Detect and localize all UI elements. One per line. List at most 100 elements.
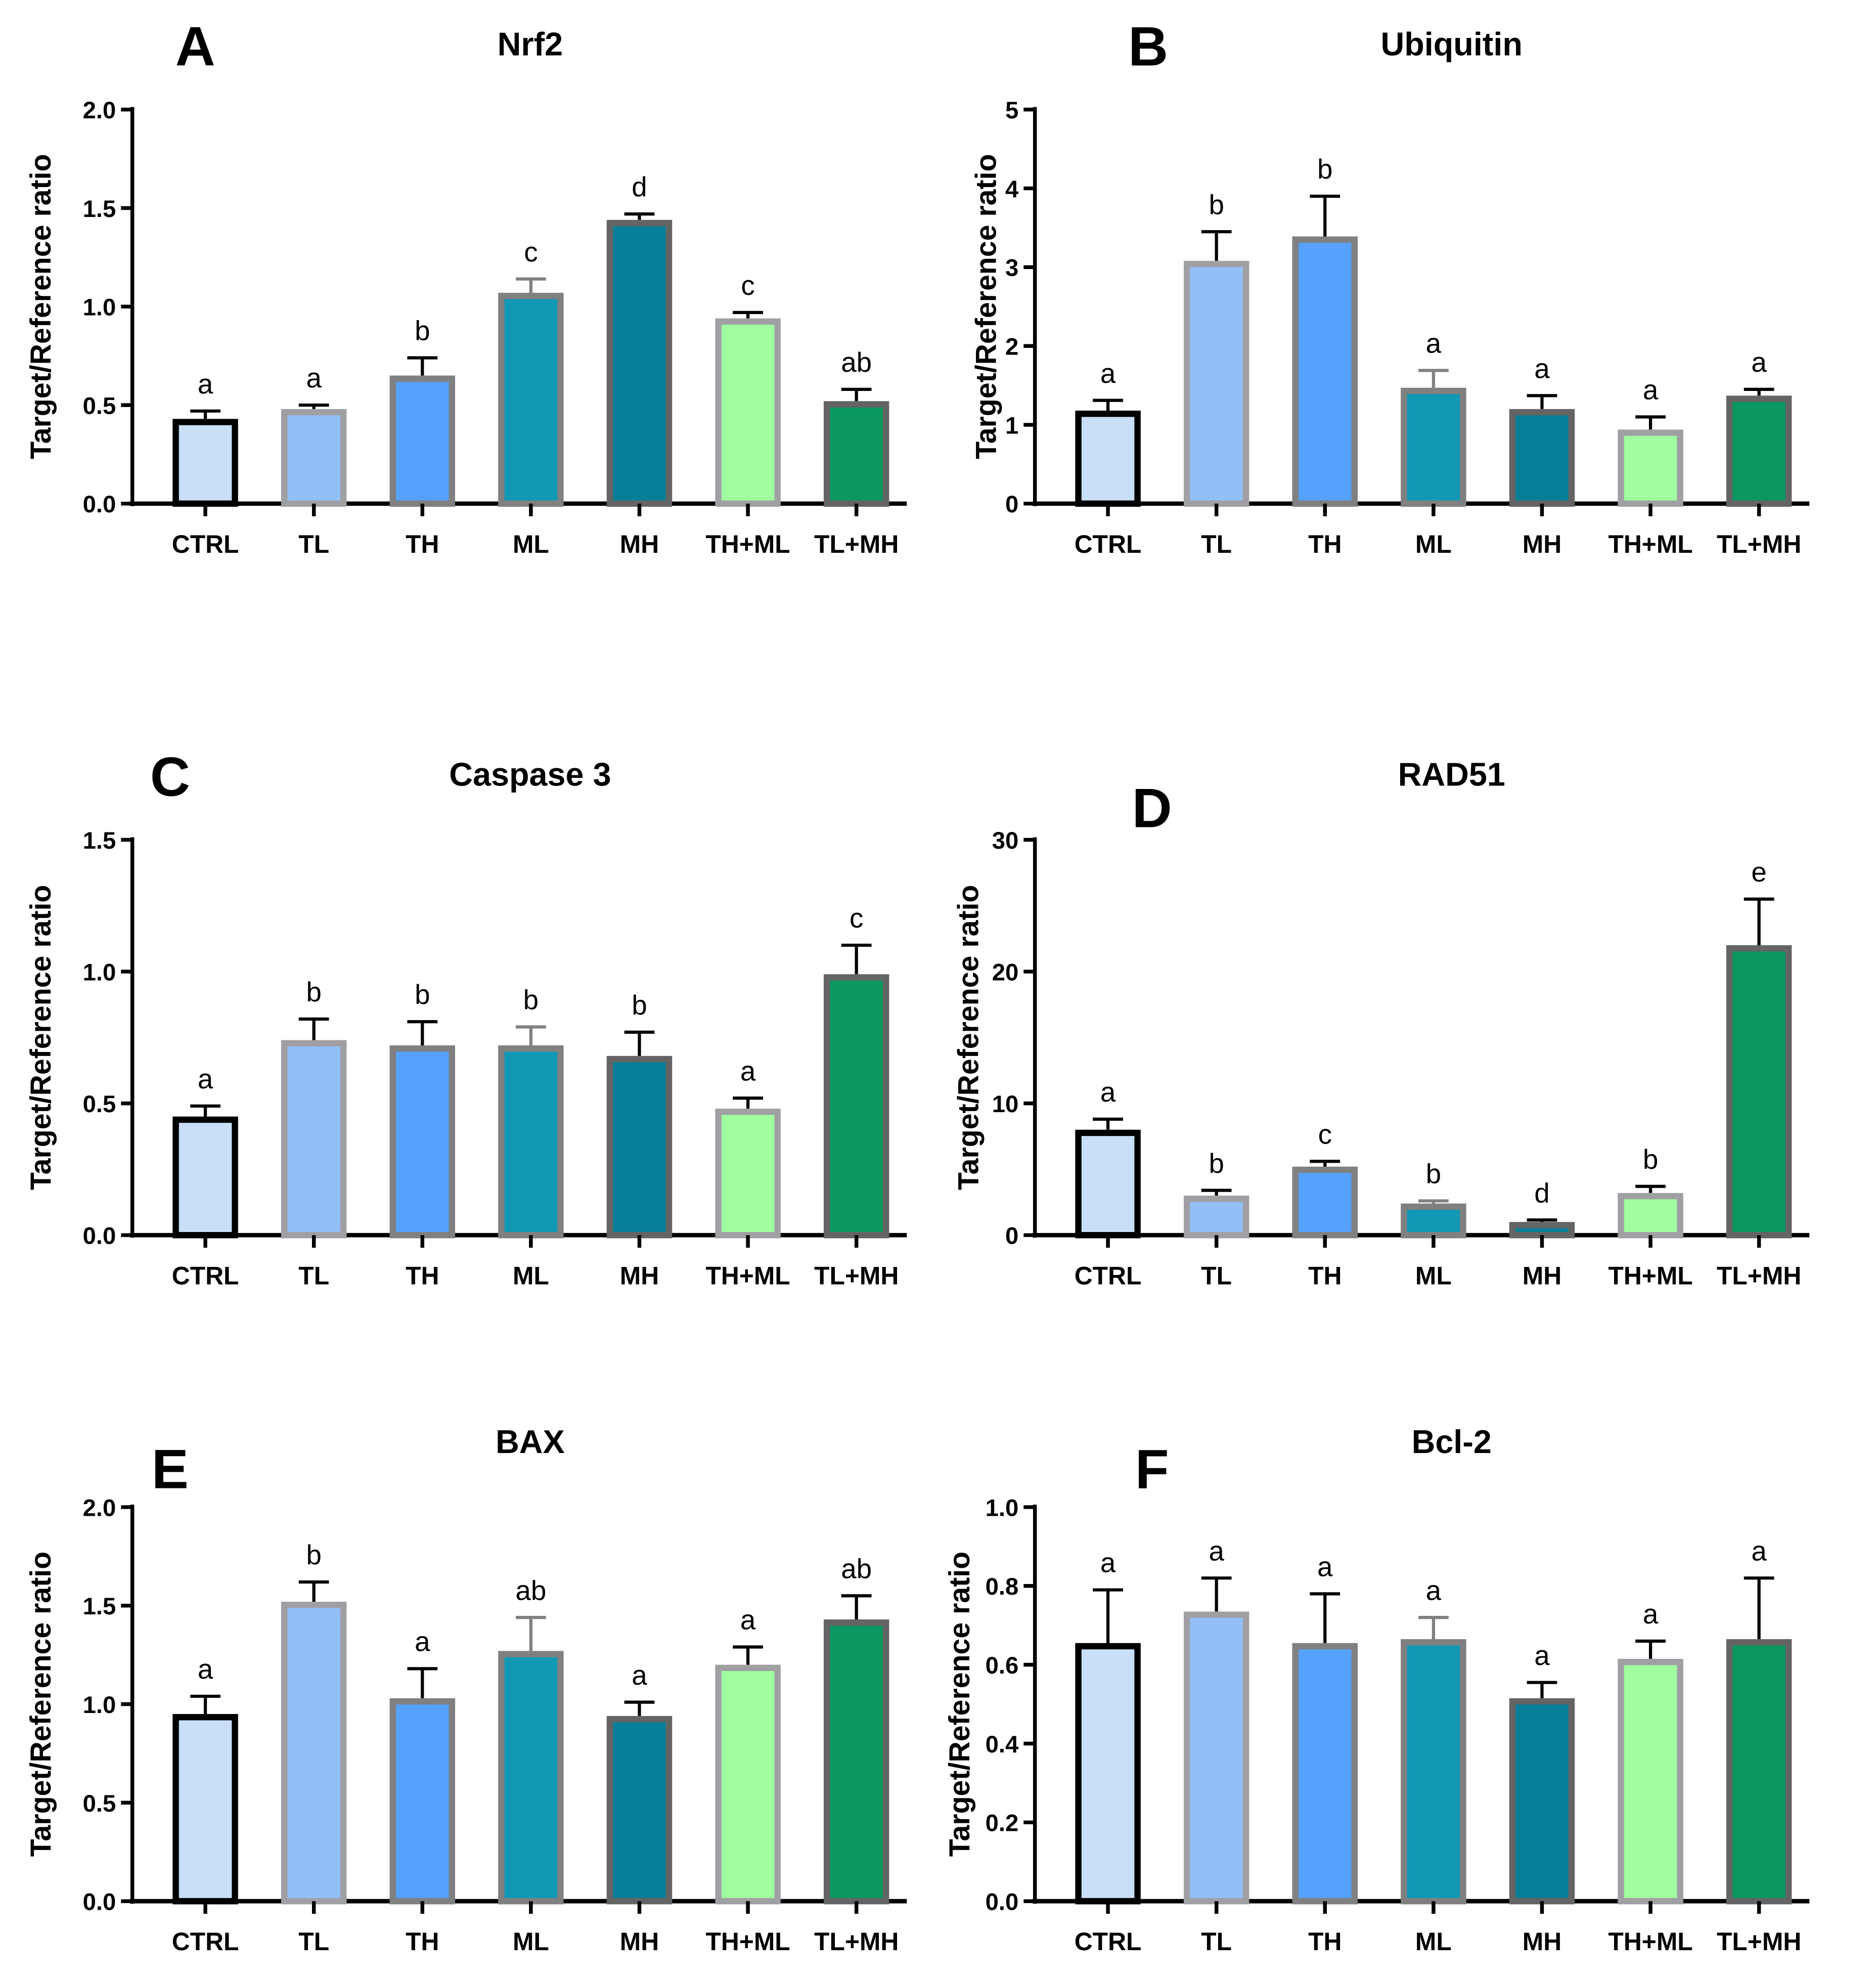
bar-th: [389, 1698, 456, 1905]
significance-label: b: [415, 979, 430, 1010]
x-tick-label: CTRL: [172, 1261, 239, 1290]
y-tick-label: 2.0: [83, 1495, 116, 1521]
chart-title: Nrf2: [498, 26, 563, 63]
y-tick-label: 5: [1005, 97, 1018, 124]
x-tick-label: CTRL: [1075, 1927, 1142, 1956]
x-tick-label: ML: [513, 1927, 549, 1956]
significance-label: b: [1209, 189, 1224, 220]
bar-mh: [606, 1056, 673, 1239]
x-tick-label: ML: [513, 1261, 549, 1290]
significance-label: a: [740, 1604, 756, 1636]
x-tick-label: TL: [1201, 1261, 1232, 1290]
y-tick-label: 1: [1005, 412, 1018, 439]
panel-letter: F: [1135, 1439, 1169, 1501]
significance-label: a: [1100, 358, 1116, 389]
bar-th-plus-ml: [1618, 1193, 1683, 1239]
significance-label: a: [1209, 1535, 1224, 1566]
significance-label: a: [306, 362, 322, 393]
bar-ml: [1401, 1203, 1466, 1239]
bar-ctrl: [1075, 1643, 1141, 1905]
panel-f: F Bcl-2 Target/Reference ratio 0.0 0.2 0.4 0.6…: [944, 1423, 1810, 1956]
y-tick-label: 1.0: [83, 1692, 116, 1719]
y-tick-label: 4: [1005, 176, 1019, 203]
significance-label: b: [415, 315, 430, 346]
x-tick-label: MH: [620, 530, 659, 558]
significance-label: a: [198, 1063, 213, 1094]
significance-label: a: [1751, 1535, 1767, 1566]
y-axis-label: Target/Reference ratio: [944, 1552, 976, 1857]
panel-letter: B: [1128, 16, 1168, 77]
x-tick-label: CTRL: [1075, 1261, 1142, 1290]
x-tick-label: MH: [1523, 1261, 1561, 1290]
x-tick-label: CTRL: [1075, 530, 1142, 558]
y-tick-label: 1.5: [83, 1593, 116, 1620]
significance-label: a: [1643, 1598, 1659, 1630]
x-tick-label: TL: [298, 1261, 329, 1290]
bar-th: [1292, 1166, 1358, 1239]
bar-tl-plus-mh: [1726, 1639, 1792, 1905]
significance-label: a: [415, 1626, 430, 1657]
y-axis-label: Target/Reference ratio: [25, 154, 57, 459]
significance-label: a: [1534, 1640, 1550, 1671]
significance-label: b: [306, 1539, 321, 1570]
y-tick-label: 0: [1005, 491, 1018, 518]
y-tick-label: 3: [1005, 255, 1018, 282]
x-tick-label: TH+ML: [705, 530, 790, 558]
y-tick-label: 0.2: [986, 1810, 1019, 1837]
bar-ctrl: [172, 1714, 238, 1905]
significance-label: b: [1317, 153, 1332, 185]
x-tick-label: TH: [406, 1927, 439, 1956]
y-tick-label: 1.0: [83, 294, 116, 321]
significance-label: ab: [841, 1553, 872, 1584]
bar-ctrl: [172, 1116, 238, 1239]
bar-tl-plus-mh: [823, 1619, 889, 1905]
bar-tl-plus-mh: [823, 974, 889, 1239]
significance-label: a: [1100, 1076, 1116, 1108]
bar-ml: [498, 1045, 564, 1239]
y-tick-label: 0.4: [986, 1731, 1019, 1758]
y-tick-label: 0.5: [83, 1790, 116, 1817]
bar-ctrl: [1075, 410, 1141, 507]
x-tick-label: ML: [513, 530, 549, 558]
x-tick-label: TH: [1308, 1927, 1342, 1956]
panel-letter: D: [1132, 778, 1172, 840]
y-tick-label: 1.0: [83, 959, 116, 986]
x-tick-label: MH: [1523, 530, 1561, 558]
significance-label: b: [1209, 1148, 1224, 1179]
x-tick-label: TL+MH: [814, 1261, 899, 1290]
bar-mh: [1509, 1698, 1575, 1905]
x-tick-label: TH: [1308, 530, 1342, 558]
y-tick-label: 2.0: [83, 97, 116, 124]
bar-mh: [1509, 1222, 1575, 1239]
significance-label: a: [1643, 374, 1659, 406]
significance-label: a: [1534, 353, 1550, 384]
significance-label: a: [198, 1653, 213, 1685]
panel-b: B Ubiquitin Target/Reference ratio 0 1 2 3 4 5 a C…: [970, 16, 1810, 558]
bar-mh: [606, 1716, 673, 1905]
x-tick-label: ML: [1415, 530, 1452, 558]
x-tick-label: MH: [1523, 1927, 1561, 1956]
y-tick-label: 0.0: [986, 1889, 1019, 1916]
bar-th-plus-ml: [715, 318, 781, 507]
x-tick-label: TH+ML: [1608, 530, 1692, 558]
y-tick-label: 0.0: [83, 491, 116, 518]
y-tick-label: 10: [992, 1091, 1019, 1118]
significance-label: d: [632, 171, 647, 202]
bar-th-plus-ml: [715, 1109, 781, 1239]
bar-th: [1292, 1643, 1358, 1905]
y-tick-label: 30: [992, 827, 1019, 854]
y-tick-label: 2: [1005, 334, 1018, 361]
panel-letter: E: [152, 1439, 189, 1501]
significance-label: d: [1534, 1177, 1549, 1208]
x-tick-label: ML: [1415, 1261, 1452, 1290]
bar-tl: [281, 1601, 347, 1905]
chart-title: RAD51: [1398, 756, 1505, 793]
x-tick-label: TL+MH: [1717, 1927, 1801, 1956]
x-tick-label: TH: [1308, 1261, 1342, 1290]
y-tick-label: 0.6: [986, 1652, 1019, 1679]
x-tick-label: TL: [298, 530, 329, 558]
x-tick-label: TH+ML: [1608, 1927, 1692, 1956]
bar-th-plus-ml: [715, 1664, 781, 1905]
significance-label: a: [1426, 328, 1442, 359]
